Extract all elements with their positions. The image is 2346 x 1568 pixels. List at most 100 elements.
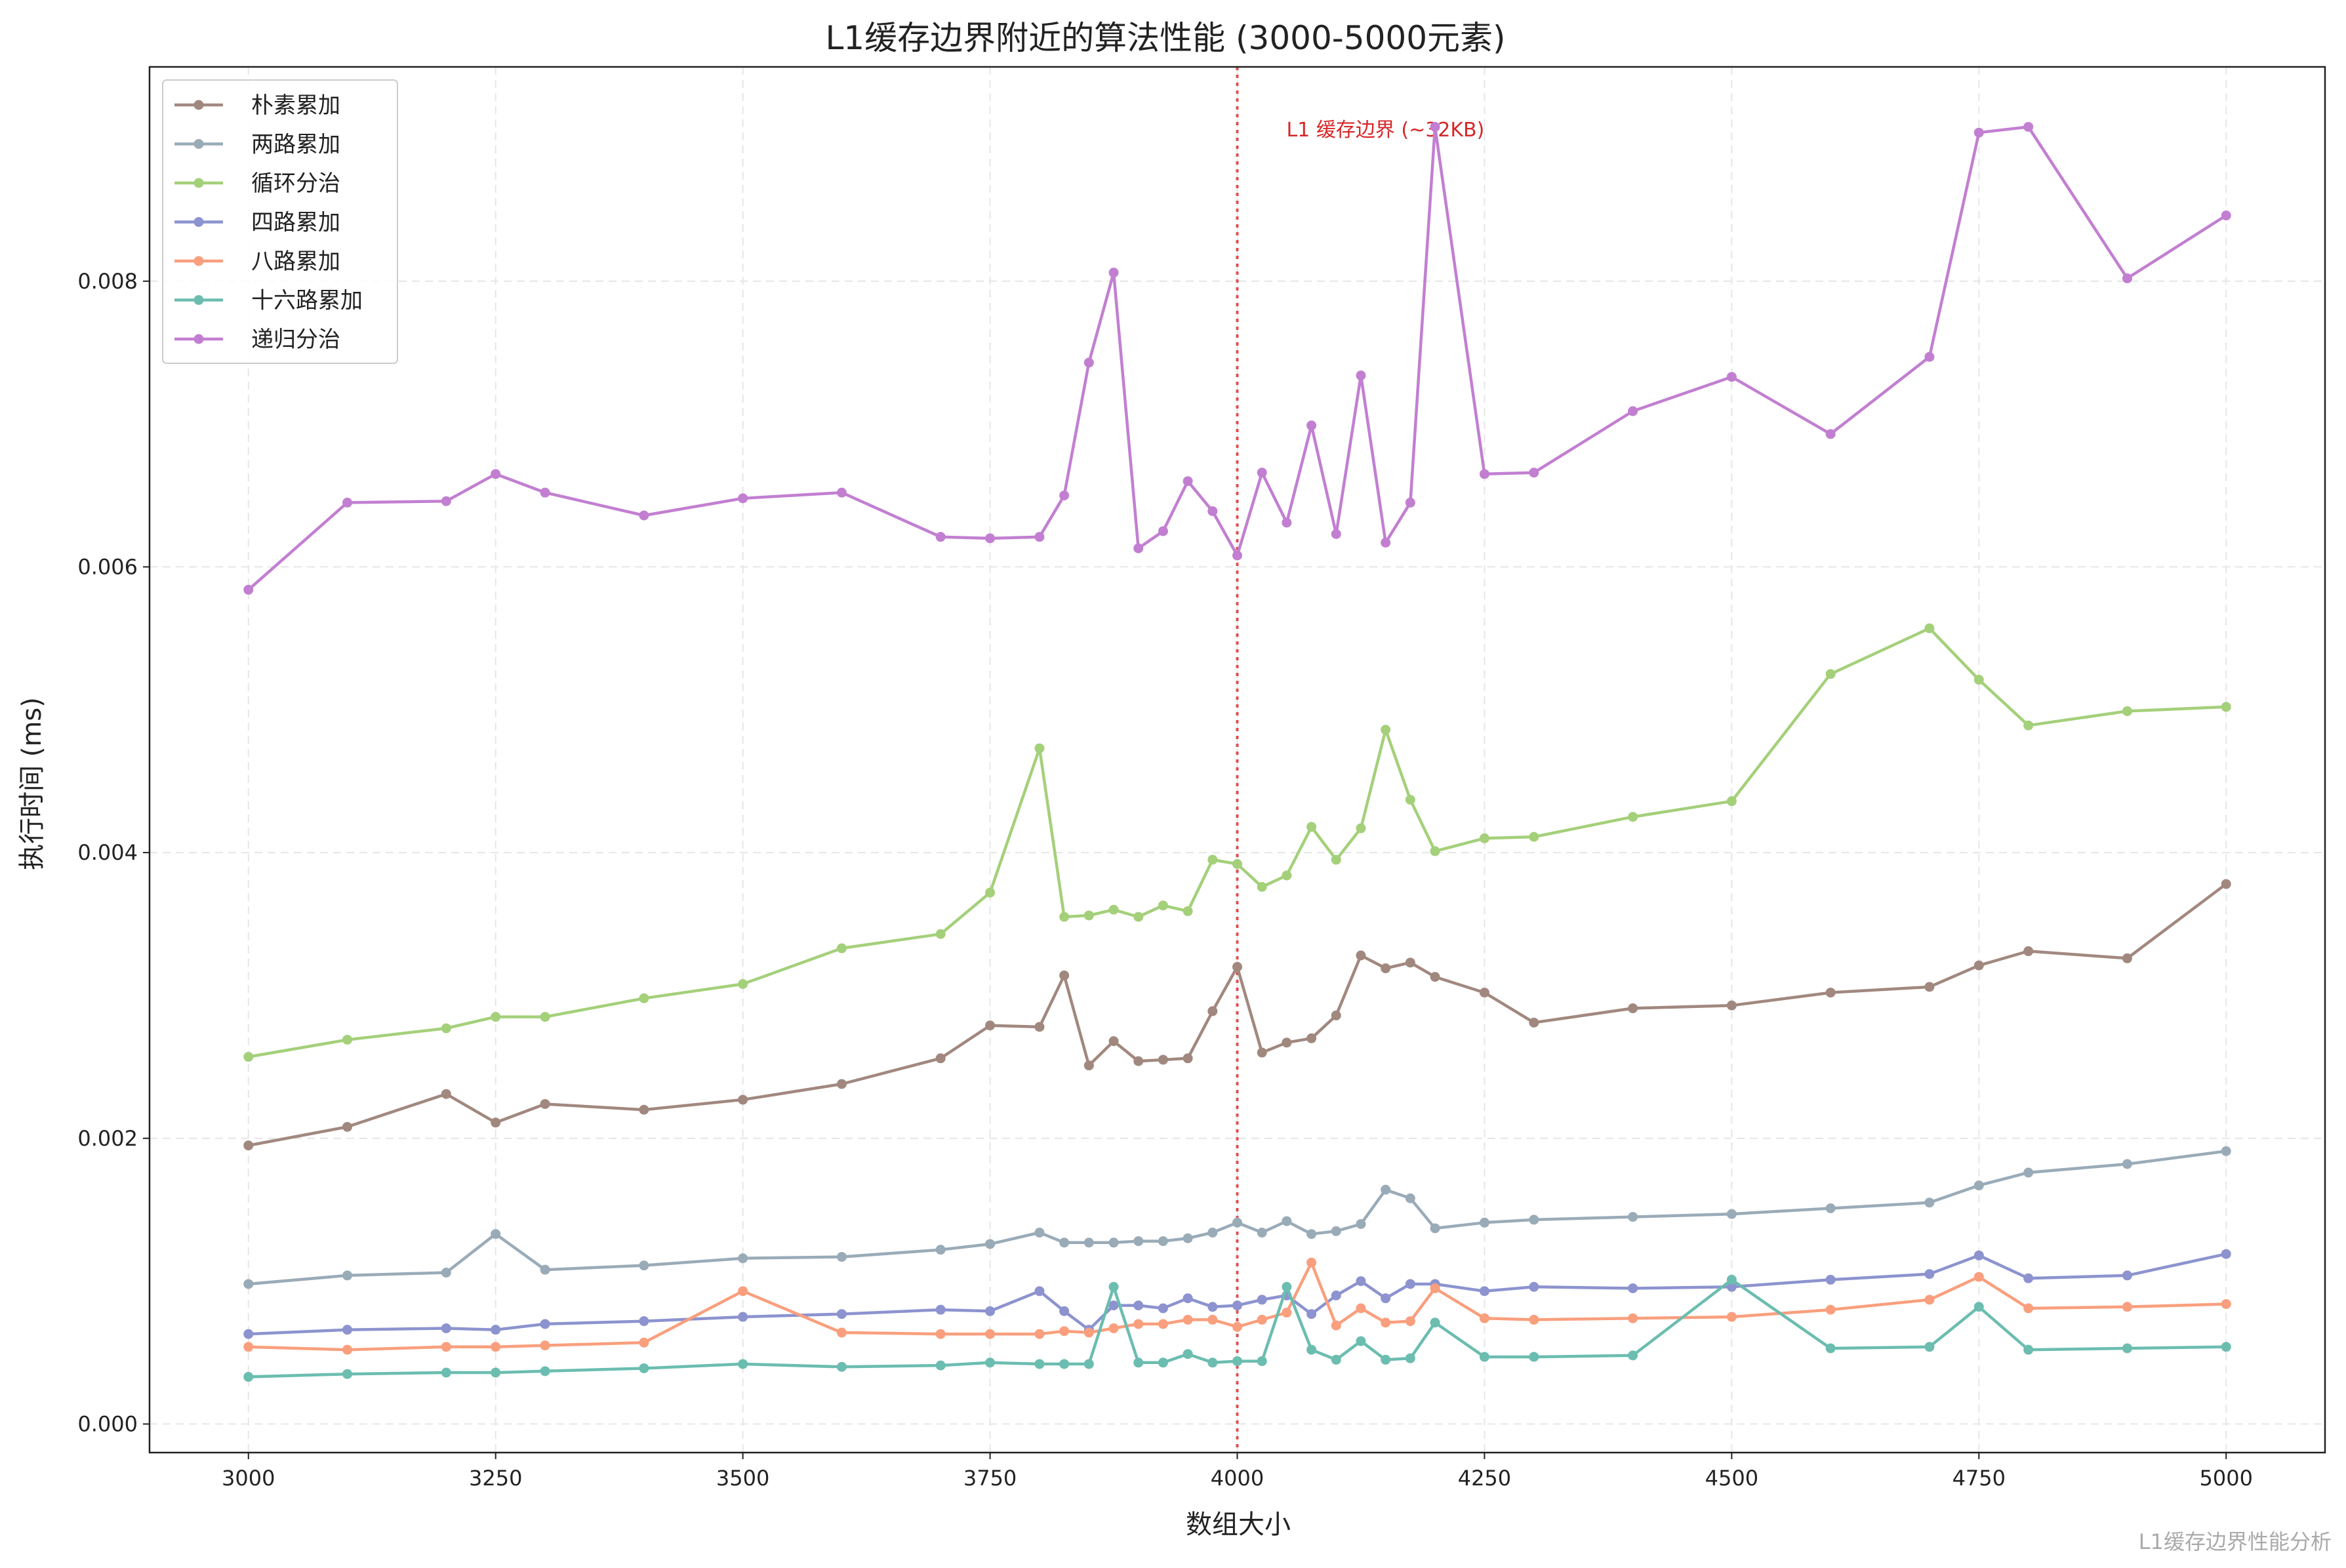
data-point bbox=[1306, 1344, 1317, 1355]
data-point bbox=[1628, 1212, 1638, 1222]
data-point bbox=[1924, 623, 1935, 633]
data-point bbox=[1430, 972, 1440, 982]
data-point bbox=[1059, 491, 1070, 501]
data-point bbox=[1628, 1283, 1638, 1293]
data-point bbox=[935, 1245, 946, 1255]
data-point bbox=[985, 887, 996, 898]
data-point bbox=[540, 1366, 550, 1377]
data-point bbox=[540, 1340, 550, 1351]
data-point bbox=[1034, 743, 1045, 754]
data-point bbox=[1133, 1319, 1144, 1329]
x-tick-label: 4000 bbox=[1211, 1466, 1264, 1491]
data-point bbox=[1973, 127, 1984, 138]
legend-item[interactable]: 循环分治 bbox=[174, 171, 340, 197]
data-point bbox=[243, 1342, 254, 1352]
data-point bbox=[1628, 812, 1638, 822]
legend-item[interactable]: 递归分治 bbox=[174, 327, 340, 353]
data-point bbox=[1381, 537, 1391, 548]
data-point bbox=[1628, 1003, 1638, 1014]
data-point bbox=[1405, 1316, 1415, 1327]
data-point bbox=[1158, 1357, 1168, 1368]
data-point bbox=[639, 1363, 649, 1373]
data-point bbox=[1726, 1209, 1737, 1219]
data-point bbox=[1257, 1228, 1267, 1238]
x-tick-label: 5000 bbox=[2200, 1466, 2253, 1491]
data-point bbox=[2221, 1249, 2231, 1259]
data-point bbox=[243, 1329, 254, 1339]
data-point bbox=[836, 487, 847, 498]
data-point bbox=[2221, 1298, 2231, 1309]
data-point bbox=[243, 1052, 254, 1062]
legend-item[interactable]: 四路累加 bbox=[174, 210, 340, 236]
data-point bbox=[639, 1260, 649, 1271]
data-point bbox=[1282, 1308, 1292, 1318]
data-point bbox=[1726, 1312, 1737, 1322]
data-point bbox=[243, 584, 254, 595]
legend-label: 十六路累加 bbox=[251, 288, 363, 314]
data-point bbox=[1356, 1303, 1366, 1314]
data-point bbox=[1034, 1359, 1045, 1369]
data-point bbox=[1381, 1317, 1391, 1328]
data-point bbox=[1529, 1314, 1539, 1325]
data-point bbox=[2221, 702, 2231, 712]
data-point bbox=[1430, 1283, 1440, 1293]
data-point bbox=[1331, 1320, 1341, 1331]
legend-label: 八路累加 bbox=[251, 249, 340, 275]
data-point bbox=[441, 496, 451, 506]
legend-item[interactable]: 朴素累加 bbox=[174, 92, 340, 119]
data-point bbox=[1133, 1056, 1144, 1066]
data-point bbox=[1232, 1356, 1242, 1367]
data-point bbox=[1726, 1281, 1737, 1292]
data-point bbox=[2122, 1270, 2132, 1281]
data-point bbox=[1207, 854, 1218, 865]
legend-swatch-marker bbox=[193, 295, 204, 305]
data-point bbox=[243, 1279, 254, 1289]
data-point bbox=[1381, 1354, 1391, 1365]
data-point bbox=[1405, 1193, 1415, 1203]
data-point bbox=[1306, 822, 1317, 832]
data-point bbox=[491, 1117, 501, 1128]
series-group bbox=[243, 121, 2231, 1382]
data-point bbox=[1331, 1354, 1341, 1365]
series-7 bbox=[243, 121, 2231, 595]
data-point bbox=[1825, 988, 1836, 998]
legend-item[interactable]: 十六路累加 bbox=[174, 288, 363, 314]
data-point bbox=[1133, 1300, 1144, 1311]
data-point bbox=[491, 1012, 501, 1022]
data-point bbox=[1356, 1276, 1366, 1287]
data-point bbox=[1479, 1313, 1489, 1323]
data-point bbox=[1726, 372, 1737, 382]
data-point bbox=[738, 1253, 748, 1264]
data-point bbox=[1207, 1006, 1218, 1016]
data-point bbox=[1257, 1047, 1267, 1058]
x-axis-ticks: 3000 3250 3500 3750 4000 4250 4500 4750 5000 bbox=[222, 1453, 2253, 1491]
data-point bbox=[1825, 1274, 1836, 1285]
data-point bbox=[935, 1329, 946, 1339]
data-point bbox=[1973, 960, 1984, 971]
watermark: L1缓存边界性能分析 bbox=[2139, 1529, 2332, 1554]
data-point bbox=[1628, 1313, 1638, 1323]
data-point bbox=[1133, 1236, 1144, 1247]
data-point bbox=[1529, 1352, 1539, 1362]
y-axis-ticks: 0.000 0.002 0.004 0.006 0.008 bbox=[77, 269, 150, 1436]
data-point bbox=[1529, 1215, 1539, 1225]
data-point bbox=[1479, 469, 1489, 479]
data-point bbox=[1381, 963, 1391, 974]
data-point bbox=[639, 1104, 649, 1115]
data-point bbox=[738, 493, 748, 504]
data-point bbox=[2221, 879, 2231, 889]
data-point bbox=[1405, 1353, 1415, 1363]
data-point bbox=[2221, 1342, 2231, 1352]
data-point bbox=[1158, 526, 1168, 536]
data-point bbox=[1183, 1293, 1193, 1304]
legend-item[interactable]: 两路累加 bbox=[174, 132, 340, 158]
data-point bbox=[1108, 1036, 1119, 1047]
chart-title: L1缓存边界附近的算法性能 (3000-5000元素) bbox=[825, 19, 1505, 57]
cache-boundary-group: L1 缓存边界 (~32KB) bbox=[1236, 67, 1484, 1453]
legend-item[interactable]: 八路累加 bbox=[174, 249, 340, 275]
data-point bbox=[1479, 1217, 1489, 1228]
data-point bbox=[836, 1079, 847, 1089]
x-tick-label: 4500 bbox=[1705, 1466, 1758, 1491]
